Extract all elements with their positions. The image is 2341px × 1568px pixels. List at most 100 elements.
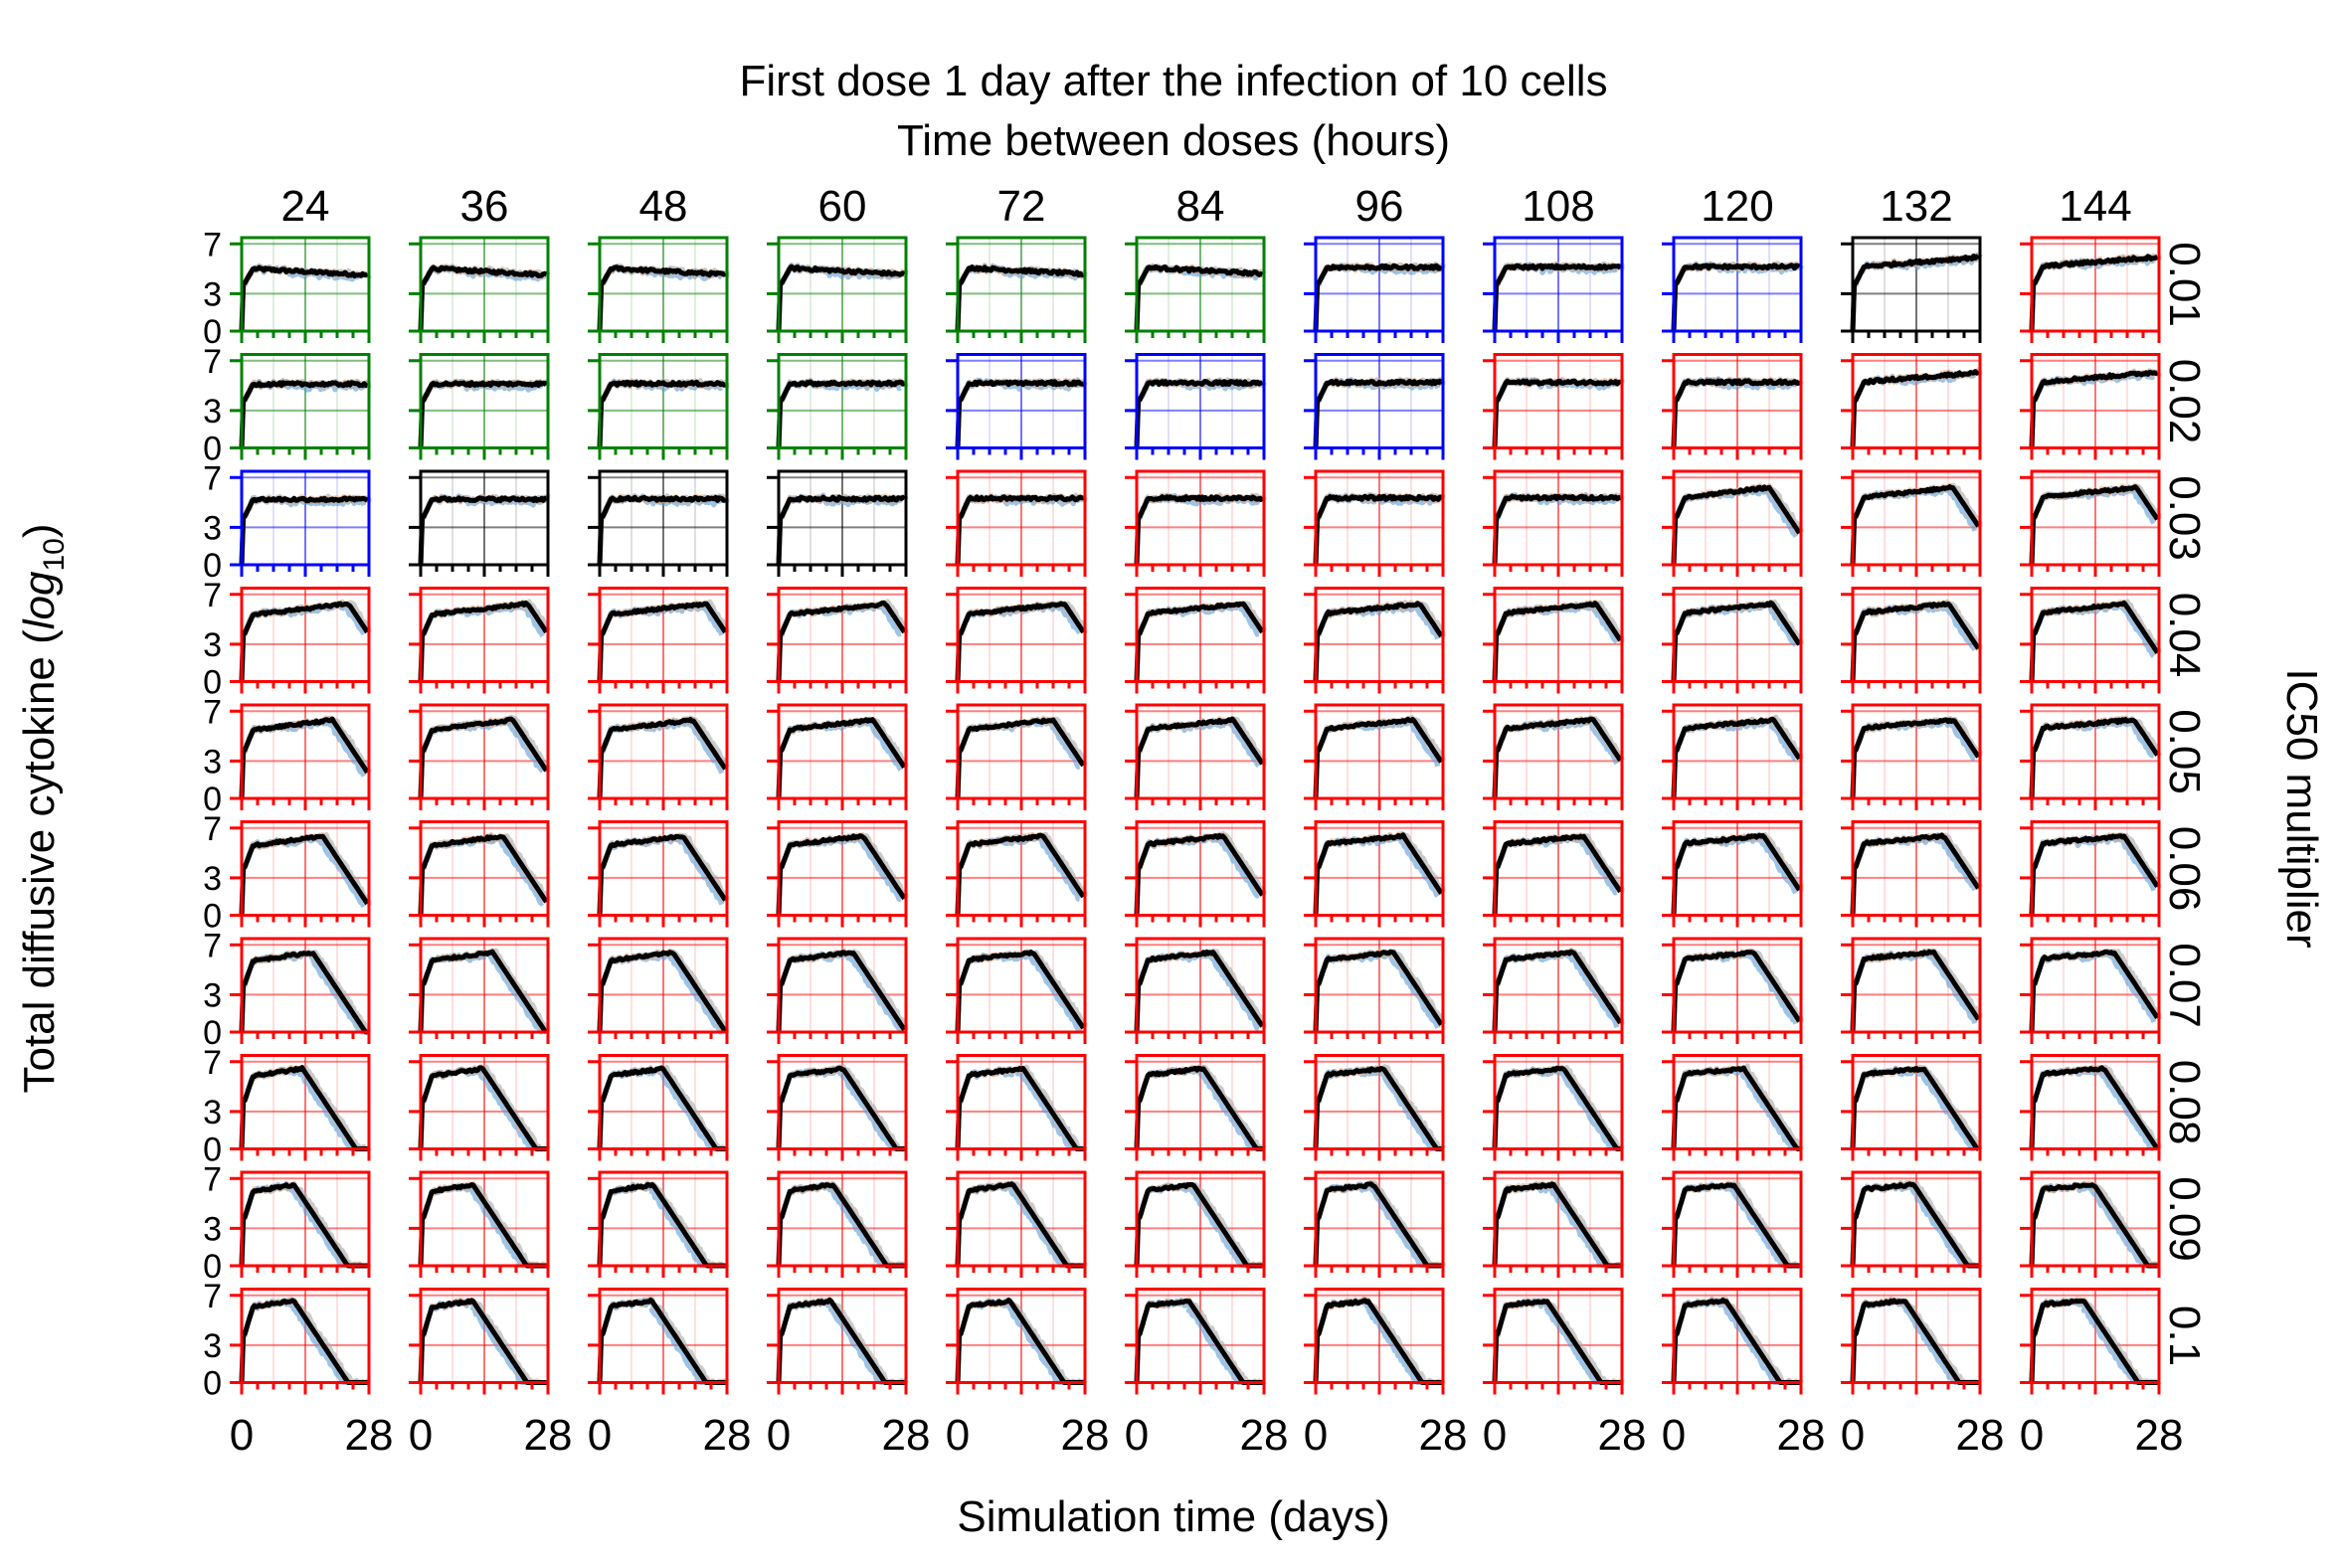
panel	[946, 703, 1088, 810]
row-label: 0.02	[2160, 359, 2209, 444]
series-line-replicate	[2029, 484, 2156, 566]
series-line-mean	[1850, 601, 1981, 682]
series-line-mean	[776, 379, 906, 448]
panel	[588, 703, 730, 810]
column-header: 24	[281, 182, 330, 231]
panel	[2020, 1170, 2161, 1278]
x-tick-label: 0	[1662, 1411, 1686, 1460]
series-line-mean	[776, 1297, 906, 1385]
series-line-replicate	[776, 378, 902, 448]
y-tick-label: 3	[203, 626, 222, 664]
column-header: 144	[2059, 182, 2131, 231]
series-line-replicate	[776, 834, 902, 915]
panel	[409, 1054, 551, 1161]
series-line-replicate	[239, 494, 367, 565]
series-line-mean	[239, 833, 370, 916]
panel	[1841, 703, 1983, 810]
series-line-mean	[1134, 263, 1264, 332]
panel	[2020, 587, 2162, 694]
y-tick-label: 0	[203, 431, 222, 468]
y-tick-label: 7	[203, 226, 222, 263]
y-tick-label: 3	[203, 743, 222, 781]
panel	[2020, 1054, 2162, 1161]
y-axis-label-text: Total diffusive cytokine (	[15, 629, 64, 1094]
series-line-replicate	[1313, 833, 1440, 916]
panel: 0 28	[767, 1288, 931, 1460]
panel	[1483, 587, 1625, 694]
series-line-mean	[597, 1065, 727, 1151]
panel	[409, 353, 551, 460]
panel	[409, 587, 551, 694]
series-line-mean	[955, 379, 1085, 448]
series-line-replicate	[1850, 1181, 1976, 1269]
series-line-mean	[2029, 370, 2159, 448]
series-line-mean	[239, 951, 369, 1035]
series-line-replicate	[1134, 378, 1260, 447]
panel	[588, 587, 730, 694]
panel	[1304, 353, 1446, 460]
series-line-mean	[1492, 1181, 1622, 1269]
column-header: 36	[460, 182, 509, 231]
series-line-mean	[1313, 832, 1444, 916]
series-line-replicate	[955, 603, 1082, 681]
series-line-replicate	[1671, 261, 1797, 332]
series-line-mean	[1134, 1181, 1264, 1269]
panel	[767, 353, 909, 460]
series-line-mean	[955, 601, 1086, 682]
series-line-replicate	[1313, 262, 1439, 332]
y-tick-label: 3	[203, 976, 222, 1014]
x-tick-label: 28	[1956, 1411, 2005, 1460]
x-tick-label: 0	[1483, 1411, 1507, 1460]
series-line-replicate	[597, 1066, 723, 1151]
series-line-mean	[955, 1181, 1085, 1269]
series-line-replicate	[1850, 950, 1978, 1033]
panel	[2020, 469, 2162, 577]
series-line-mean	[1492, 601, 1623, 682]
column-header: 48	[639, 182, 688, 231]
series-line-mean	[955, 1298, 1085, 1385]
series-line-replicate	[955, 377, 1081, 448]
series-line-mean	[1134, 379, 1264, 448]
series-line-replicate	[776, 1067, 902, 1151]
series-line-mean	[597, 494, 727, 566]
series-line-mean	[418, 600, 549, 682]
panel: 7 30	[203, 1160, 372, 1286]
panel: 7 30	[203, 343, 372, 468]
series-line-mean	[1313, 949, 1444, 1033]
panel	[409, 469, 551, 577]
panel	[1841, 1170, 1983, 1278]
panel: 7 30	[203, 1044, 372, 1169]
series-line-mean	[776, 494, 906, 566]
panel	[409, 937, 551, 1044]
series-line-mean	[776, 600, 907, 682]
series-line-mean	[1134, 1065, 1264, 1151]
panel	[1483, 937, 1625, 1044]
series-line-mean	[1313, 1066, 1443, 1151]
panel	[1662, 1054, 1804, 1161]
panel	[946, 587, 1088, 694]
panel	[2020, 703, 2162, 810]
series-line-mean	[1850, 1298, 1980, 1385]
x-tick-label: 28	[882, 1411, 931, 1460]
series-line-mean	[1671, 1065, 1801, 1151]
panel	[1662, 236, 1804, 343]
panel	[1662, 469, 1804, 577]
series-line-mean	[597, 833, 728, 916]
series-line-replicate	[1850, 718, 1976, 797]
panel	[1841, 236, 1983, 343]
panel: 0 28	[1304, 1288, 1467, 1460]
series-line-mean	[1134, 716, 1265, 799]
y-axis-label: Total diffusive cytokine (log10)	[15, 523, 71, 1093]
series-line-mean	[418, 833, 549, 916]
x-tick-label: 0	[1841, 1411, 1865, 1460]
row-label: 0.07	[2160, 943, 2209, 1028]
panel	[1841, 937, 1983, 1044]
panel: 0 28	[1662, 1288, 1825, 1460]
y-tick-label: 7	[203, 577, 222, 614]
panel	[1125, 1054, 1267, 1161]
x-tick-label: 0	[409, 1411, 433, 1460]
panel	[588, 353, 730, 460]
y-tick-label: 7	[203, 810, 222, 848]
panel	[767, 236, 909, 343]
x-tick-label: 28	[1598, 1411, 1647, 1460]
